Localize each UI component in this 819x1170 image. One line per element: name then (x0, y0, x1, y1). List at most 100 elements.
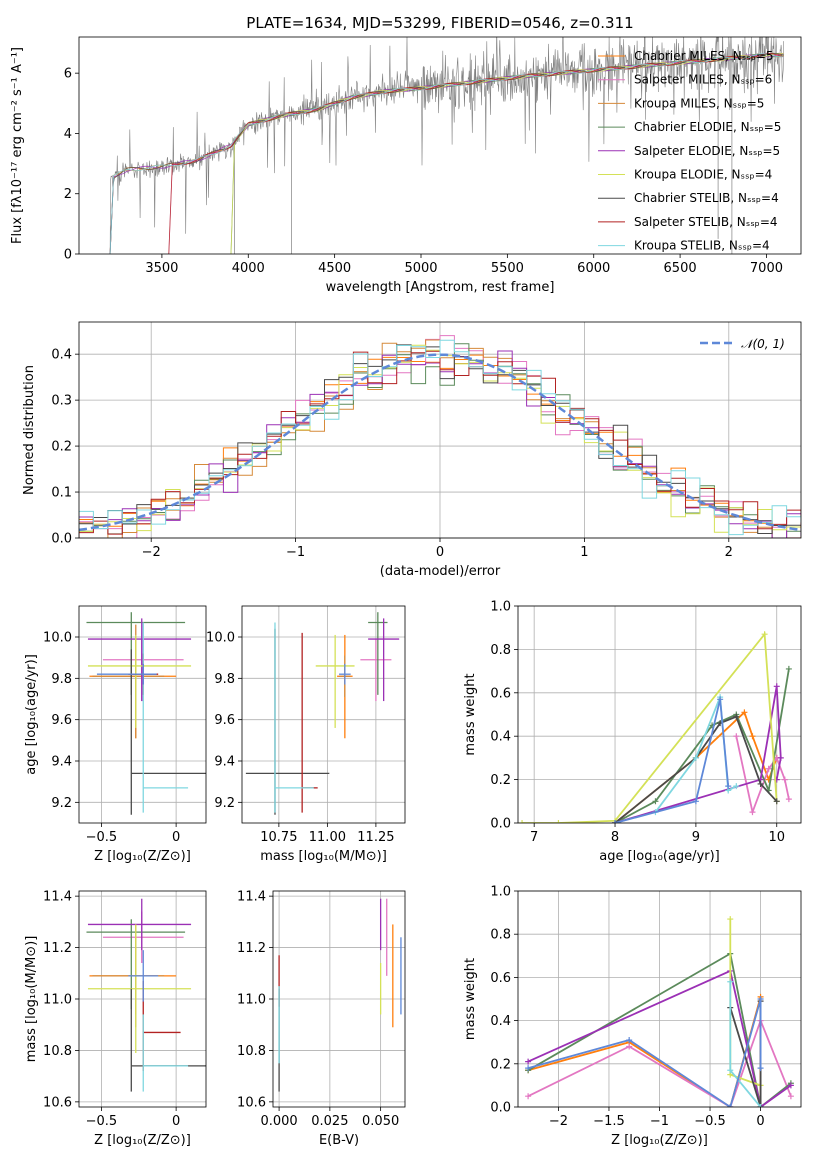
axes-frame (78, 36, 802, 255)
weight-line-4 (527, 969, 792, 1107)
legend-entry: Salpeter ELODIE, Nₛₛₚ=5 (634, 144, 780, 158)
y-tick-label: 11.4 (43, 890, 72, 905)
x-tick-label: 5500 (491, 261, 524, 276)
x-tick-label: −2 (142, 545, 161, 560)
legend-entry: Kroupa STELIB, Nₛₛₚ=4 (634, 239, 770, 253)
weight-marker (692, 798, 699, 805)
legend-entry: Chabrier ELODIE, Nₛₛₚ=5 (634, 120, 781, 134)
x-tick-label: 5000 (404, 261, 437, 276)
weight-marker (765, 765, 772, 772)
legend-entry: Kroupa MILES, Nₛₛₚ=5 (634, 96, 764, 110)
weight-marker (761, 631, 768, 638)
weight-marker (733, 713, 740, 720)
y-tick-label: 11.0 (237, 993, 266, 1008)
x-tick-label: 6500 (664, 261, 697, 276)
x-tick-label: 7000 (750, 261, 783, 276)
y-tick-label: 10.0 (206, 631, 235, 646)
y-tick-label: 2 (64, 187, 72, 202)
y-axis-label: mass [log₁₀(M/M⊙)] (24, 936, 39, 1063)
weight-marker (757, 780, 764, 787)
x-axis-label: Z [log₁₀(Z/Z⊙)] (94, 1133, 191, 1148)
x-tick-label: 0.050 (362, 1114, 399, 1129)
axes-frame (78, 321, 802, 539)
model-line-4 (109, 53, 784, 254)
weight-line-0 (527, 996, 762, 1107)
weight-line-3 (614, 668, 790, 823)
legend-entry: Salpeter STELIB, Nₛₛₚ=4 (634, 215, 778, 229)
y-tick-label: 10.6 (237, 1095, 266, 1110)
weight-marker (612, 820, 619, 823)
legend-entry: Kroupa ELODIE, Nₛₛₚ=4 (634, 168, 772, 182)
y-tick-label: 0.4 (490, 1014, 511, 1029)
y-tick-label: 0.2 (490, 1057, 511, 1072)
y-tick-label: 11.4 (237, 890, 266, 905)
x-tick-label: −1 (286, 545, 305, 560)
weight-marker (785, 796, 792, 803)
x-tick-label: 8 (611, 830, 619, 845)
y-tick-label: 9.4 (214, 755, 235, 770)
y-tick-label: 0.6 (490, 971, 511, 986)
x-tick-label: 11.00 (309, 830, 346, 845)
y-tick-label: 9.2 (214, 796, 235, 811)
y-axis-label: Flux [fλ10⁻¹⁷ erg cm⁻² s⁻¹ A⁻¹] (10, 47, 25, 244)
y-tick-label: 11.2 (237, 941, 266, 956)
y-tick-label: 0 (64, 248, 72, 263)
weight-line-5 (729, 919, 761, 1087)
axes-age-vs-mass: 10.75 11.00 11.25 9.2 9.4 9.6 9.8 10.0 mass [log… (206, 605, 406, 864)
x-tick-label: 0 (436, 545, 444, 560)
weight-marker (725, 783, 732, 790)
weight-marker (717, 696, 724, 703)
weight-marker (757, 1104, 764, 1107)
y-tick-label: 11.2 (43, 941, 72, 956)
y-tick-label: 9.6 (214, 713, 235, 728)
y-axis-label: Normed distribution (22, 365, 37, 495)
x-tick-label: 4500 (318, 261, 351, 276)
model-line-8 (109, 53, 784, 254)
y-tick-label: 0.3 (51, 394, 72, 409)
x-axis-label: age [log₁₀(age/yr)] (599, 849, 720, 864)
x-tick-label: 10 (768, 830, 785, 845)
model-line-5 (230, 52, 784, 254)
errorbars (245, 612, 400, 815)
weight-marker (749, 733, 756, 740)
weight-marker (652, 798, 659, 805)
spectrum-data (109, 37, 784, 254)
axes-frame (241, 605, 406, 824)
legend-entry: Salpeter MILES, Nₛₛₚ=6 (634, 73, 772, 87)
x-tick-label: 4000 (232, 261, 265, 276)
weight-marker (773, 683, 780, 690)
y-tick-label: 1.0 (490, 600, 511, 615)
weight-marker (773, 798, 780, 805)
weight-marker (777, 754, 784, 761)
weight-marker (781, 776, 788, 783)
weight-marker (733, 783, 740, 790)
y-tick-label: 10.0 (43, 631, 72, 646)
y-tick-label: 0.4 (490, 730, 511, 745)
x-tick-label: −0.5 (86, 1114, 118, 1129)
weight-marker (626, 1043, 633, 1050)
y-tick-label: 0.2 (490, 773, 511, 788)
normal-curve (78, 353, 802, 532)
model-line-7 (168, 52, 784, 254)
axes-spectrum: 3500 4000 4500 5000 5500 6000 6500 7000 0 2 4 6 wave… (10, 14, 802, 295)
x-tick-label: −0.5 (86, 830, 118, 845)
weight-marker (787, 1093, 794, 1100)
weight-line-10 (527, 998, 762, 1107)
x-axis-label: Z [log₁₀(Z/Z⊙)] (94, 849, 191, 864)
weight-line-10 (614, 699, 730, 823)
x-tick-label: 1 (580, 545, 588, 560)
x-tick-label: −1 (650, 1114, 669, 1129)
y-axis-label: mass weight (463, 958, 478, 1040)
y-tick-label: 0.0 (51, 532, 72, 547)
y-axis-label: mass weight (463, 673, 478, 755)
weight-marker (555, 820, 562, 823)
x-axis-label: E(B-V) (319, 1133, 359, 1148)
errorbars (86, 898, 206, 1092)
weight-line-1 (527, 1018, 792, 1107)
y-tick-label: 1.0 (490, 885, 511, 900)
y-tick-label: 4 (64, 127, 72, 142)
axes-age-vs-Z: −0.5 0 9.2 9.4 9.6 9.8 10.0 Z [log₁₀(Z/Z⊙)] age … (24, 605, 207, 864)
weight-marker (692, 754, 699, 761)
weight-marker (727, 1067, 734, 1074)
y-tick-label: 0.1 (51, 486, 72, 501)
